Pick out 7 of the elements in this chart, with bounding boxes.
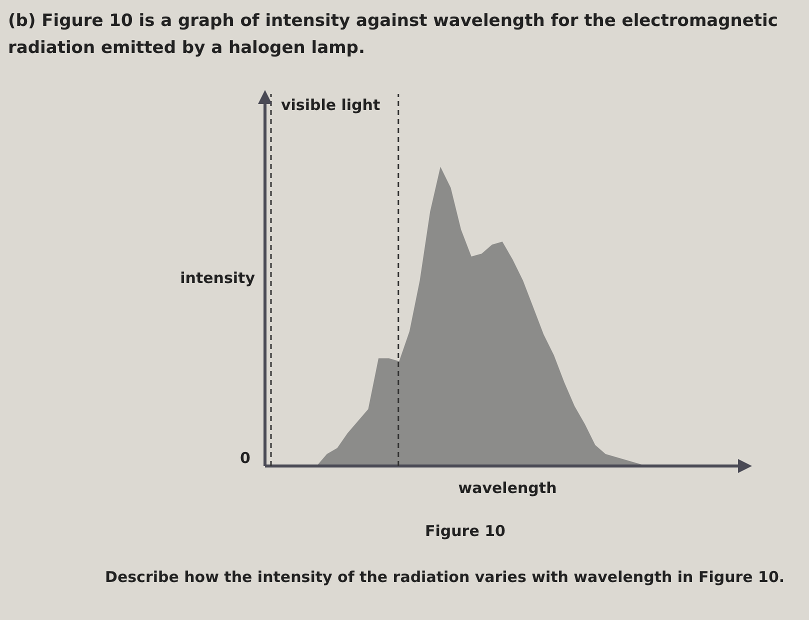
chart-title: (b) Figure 10 is a graph of intensity against wavelength for the electromagnetic radiation emitted by a halogen lamp.	[8, 10, 779, 60]
caption: Figure 10	[425, 522, 506, 540]
y-axis-title: intensity	[180, 268, 256, 287]
text: Describe how the intensity of the radiation varies with wavelength in Figure 10.	[105, 568, 785, 586]
text: 0	[240, 449, 250, 467]
text: visible light	[281, 96, 380, 114]
x-axis-title: wavelength	[458, 478, 557, 497]
